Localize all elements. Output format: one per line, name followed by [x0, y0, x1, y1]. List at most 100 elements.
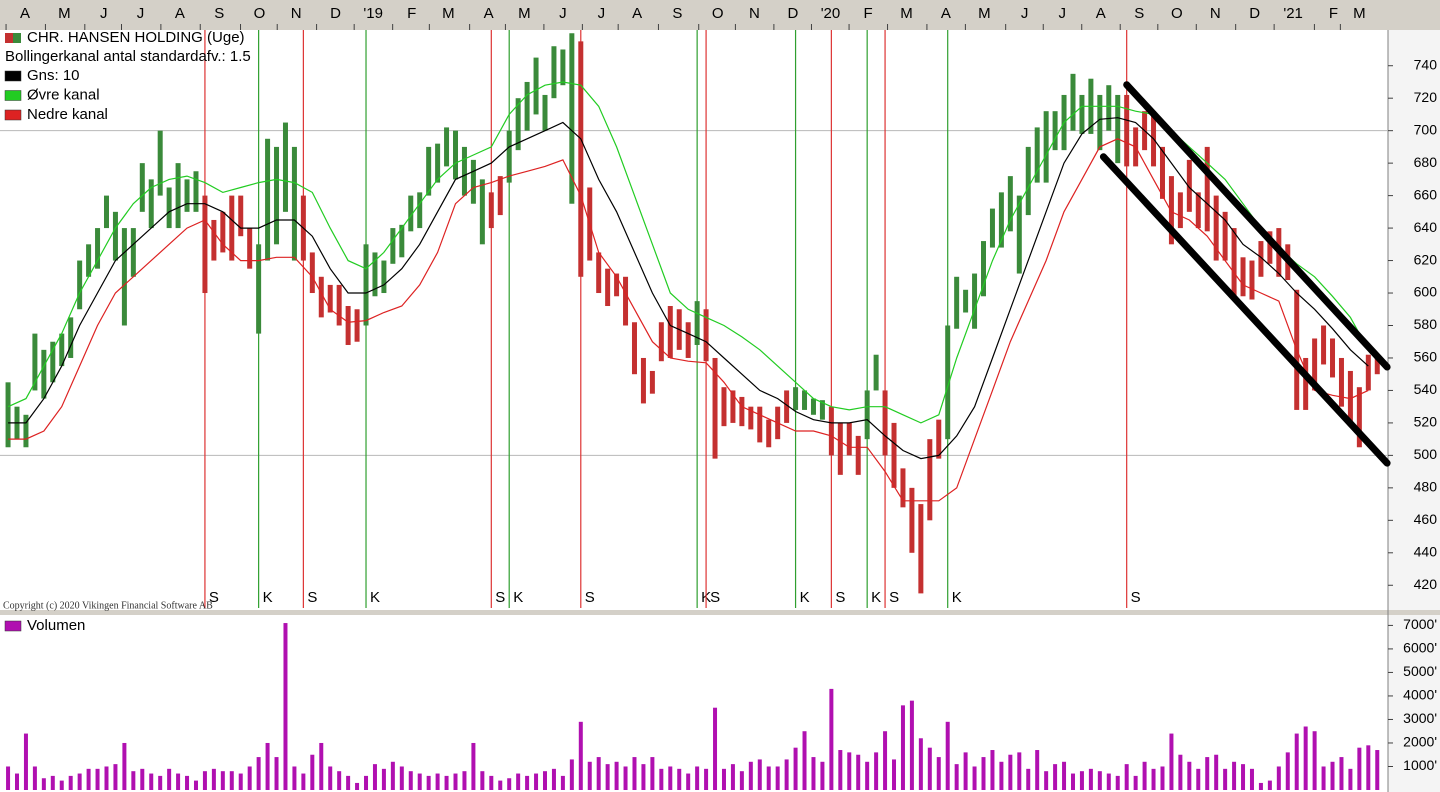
price-bar — [623, 276, 629, 326]
volume-bar — [623, 766, 628, 790]
volume-bar — [542, 771, 547, 790]
x-tick-label: M — [1353, 5, 1366, 22]
price-bar — [488, 192, 494, 229]
time-axis-strip — [0, 0, 1440, 30]
volume-bar — [390, 761, 395, 790]
signal-label: K — [952, 589, 962, 606]
price-bar — [372, 252, 378, 297]
price-bar — [998, 192, 1004, 248]
volume-bar — [23, 733, 28, 790]
price-bar — [578, 41, 584, 277]
volume-bar — [945, 721, 950, 790]
volume-bar — [113, 764, 118, 790]
legend-swatch — [5, 33, 13, 43]
price-bar — [184, 179, 190, 212]
volume-bar — [713, 707, 718, 790]
signal-label: K — [800, 589, 810, 606]
volume-bar — [865, 761, 870, 790]
price-bar — [408, 195, 414, 232]
price-bar — [265, 138, 271, 261]
price-bar — [694, 301, 700, 345]
legend-swatch — [13, 33, 21, 43]
price-bar — [864, 390, 870, 440]
volume-bar — [820, 761, 825, 790]
volume-bar — [659, 768, 664, 790]
price-bar — [1070, 73, 1076, 131]
price-bar — [166, 187, 172, 229]
price-bar — [1186, 159, 1192, 212]
volume-panel — [0, 615, 1388, 792]
price-bar — [1374, 354, 1380, 375]
price-bar — [238, 195, 244, 237]
x-tick-label: M — [58, 5, 71, 22]
y-tick-label: 640 — [1414, 219, 1438, 235]
volume-bar — [686, 773, 691, 790]
volume-bar — [605, 764, 610, 790]
volume-bar — [86, 768, 91, 790]
price-bar — [703, 309, 709, 362]
price-bar — [121, 228, 127, 326]
price-bar — [1321, 325, 1327, 365]
volume-bar — [265, 742, 270, 790]
volume-bar — [1169, 733, 1174, 790]
volume-bar — [695, 766, 700, 790]
volume-bar — [247, 766, 252, 790]
x-tick-label: J — [559, 5, 567, 22]
y-tick-label: 460 — [1414, 511, 1438, 527]
volume-bar — [1223, 768, 1228, 790]
volume-bar — [569, 759, 574, 790]
y-tick-label: 4000' — [1403, 687, 1437, 703]
price-bar — [50, 341, 56, 383]
volume-bar — [668, 766, 673, 790]
volume-bar — [560, 775, 565, 790]
price-panel — [0, 30, 1388, 610]
volume-bar — [328, 766, 333, 790]
y-tick-label: 3000' — [1403, 710, 1437, 726]
price-bar — [1267, 231, 1273, 264]
price-bar — [1159, 146, 1165, 199]
volume-bar — [650, 757, 655, 790]
trend-line — [1099, 153, 1391, 467]
y-tick-label: 720 — [1414, 89, 1438, 105]
price-bar — [282, 122, 288, 212]
x-tick-label: A — [632, 5, 642, 22]
price-bar — [202, 195, 208, 294]
price-bar — [873, 354, 879, 391]
x-tick-label: D — [330, 5, 341, 22]
x-tick-label: N — [749, 5, 760, 22]
volume-bar — [435, 773, 440, 790]
price-bar — [891, 422, 897, 488]
signal-label: S — [585, 589, 595, 606]
y-tick-label: 660 — [1414, 186, 1438, 202]
legend-label: Gns: 10 — [27, 67, 80, 84]
volume-bar — [193, 780, 198, 790]
x-tick-label: O — [1171, 5, 1183, 22]
price-bar — [86, 244, 92, 277]
price-bar — [247, 228, 253, 269]
y-tick-label: 1000' — [1403, 757, 1437, 773]
price-bar — [354, 309, 360, 342]
price-bar — [211, 219, 217, 261]
price-bar — [1124, 94, 1130, 167]
volume-bar — [274, 757, 279, 790]
price-bar — [551, 46, 557, 99]
legend-subtitle: Bollingerkanal antal standardafv.: 1.5 — [5, 48, 251, 65]
volume-bar — [471, 742, 476, 790]
volume-bar — [1178, 754, 1183, 790]
x-tick-label: J — [137, 5, 145, 22]
x-tick-label: A — [175, 5, 185, 22]
price-bar — [1240, 257, 1246, 297]
legend: CHR. HANSEN HOLDING (Uge) Bollingerkanal… — [3, 29, 251, 611]
price-bar — [112, 211, 118, 261]
volume-bar — [426, 775, 431, 790]
volume-bar — [641, 764, 646, 790]
volume-bar — [936, 757, 941, 790]
volume-bar — [1312, 731, 1317, 790]
price-bar — [497, 176, 503, 216]
plot-layer: A M J J A S O N D '19 F M A M J J A S O N D '20 F M A M J J A S O N D '21… — [0, 5, 1437, 790]
price-bar — [748, 406, 754, 430]
volume-bar — [229, 771, 234, 790]
volume-bar — [489, 775, 494, 790]
price-bar — [41, 349, 47, 399]
price-bar — [32, 333, 38, 391]
